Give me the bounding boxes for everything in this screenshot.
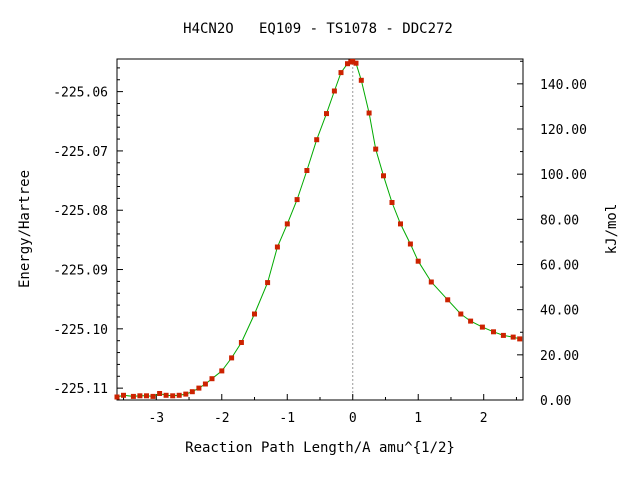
- y-tick-label: -225.09: [53, 264, 108, 279]
- data-point: [274, 244, 280, 250]
- data-point: [373, 146, 379, 152]
- y2-tick-label: 20.00: [540, 349, 579, 364]
- y2-tick-label: 100.00: [540, 168, 587, 183]
- y-tick-label: -225.10: [53, 323, 108, 338]
- x-tick-label: 0: [349, 411, 357, 426]
- y-tick-label: -225.07: [53, 145, 108, 160]
- y-tick-label: -225.08: [53, 204, 108, 219]
- data-point: [176, 392, 182, 398]
- data-point: [398, 221, 403, 227]
- data-point: [358, 77, 364, 83]
- data-point: [265, 280, 271, 286]
- data-point: [229, 355, 235, 361]
- data-point: [314, 137, 320, 143]
- data-point: [238, 340, 244, 345]
- data-point: [479, 324, 485, 330]
- data-point: [284, 221, 290, 227]
- data-point: [350, 58, 356, 64]
- data-point: [491, 329, 496, 335]
- data-point: [458, 311, 464, 317]
- energy-profile-line: [116, 60, 520, 398]
- data-point: [445, 297, 451, 303]
- data-point: [170, 393, 176, 399]
- y2-tick-label: 140.00: [540, 78, 587, 93]
- data-point: [304, 168, 310, 173]
- data-point: [407, 241, 413, 247]
- data-point: [517, 336, 523, 342]
- data-point: [219, 368, 225, 374]
- data-point: [137, 393, 143, 399]
- data-point: [366, 110, 372, 116]
- data-point: [415, 258, 421, 264]
- x-tick-label: -1: [279, 411, 295, 426]
- chart-title: H4CN2O EQ109 - TS1078 - DDC272: [183, 21, 453, 37]
- data-point: [163, 392, 169, 398]
- data-point: [294, 197, 300, 203]
- data-point: [338, 70, 344, 76]
- data-point: [389, 200, 395, 205]
- plot-frame: [116, 58, 524, 401]
- data-point: [510, 334, 516, 340]
- y-tick-label: -225.11: [53, 382, 108, 397]
- data-point: [500, 332, 506, 338]
- x-axis-title: Reaction Path Length/A amu^{1/2}: [185, 440, 455, 456]
- data-point: [189, 389, 195, 395]
- y-tick-label: -225.06: [53, 86, 108, 101]
- data-point: [196, 385, 202, 391]
- data-point: [150, 393, 156, 399]
- data-point: [114, 394, 120, 400]
- data-point: [331, 88, 337, 94]
- data-point: [381, 173, 386, 179]
- y2-tick-label: 120.00: [540, 123, 587, 138]
- plot-layer: -3 -2 -1 0 1 2 -225.06 -225.07 -225.08 -225.09 -22…: [53, 58, 587, 426]
- y2-tick-label: 60.00: [540, 259, 579, 274]
- data-point: [144, 393, 149, 399]
- y-axis-title: Energy/Hartree: [17, 170, 33, 288]
- data-point: [209, 376, 215, 382]
- data-point: [428, 279, 434, 285]
- y2-axis-title: kJ/mol: [604, 204, 620, 255]
- y2-tick-label: 80.00: [540, 213, 579, 228]
- data-point: [202, 381, 208, 387]
- x-tick-label: -2: [214, 411, 230, 426]
- data-point: [130, 393, 136, 399]
- data-point: [345, 61, 350, 67]
- x-tick-label: 1: [414, 411, 422, 426]
- x-tick-label: -3: [148, 411, 164, 426]
- y2-tick-label: 40.00: [540, 304, 579, 319]
- data-point: [183, 391, 189, 397]
- data-point: [252, 311, 257, 317]
- data-point: [353, 60, 359, 66]
- y2-tick-label: 0.00: [540, 394, 571, 409]
- data-point: [157, 391, 163, 396]
- data-point: [324, 111, 329, 117]
- data-point: [468, 318, 474, 324]
- data-point: [121, 392, 126, 398]
- x-tick-label: 2: [480, 411, 488, 426]
